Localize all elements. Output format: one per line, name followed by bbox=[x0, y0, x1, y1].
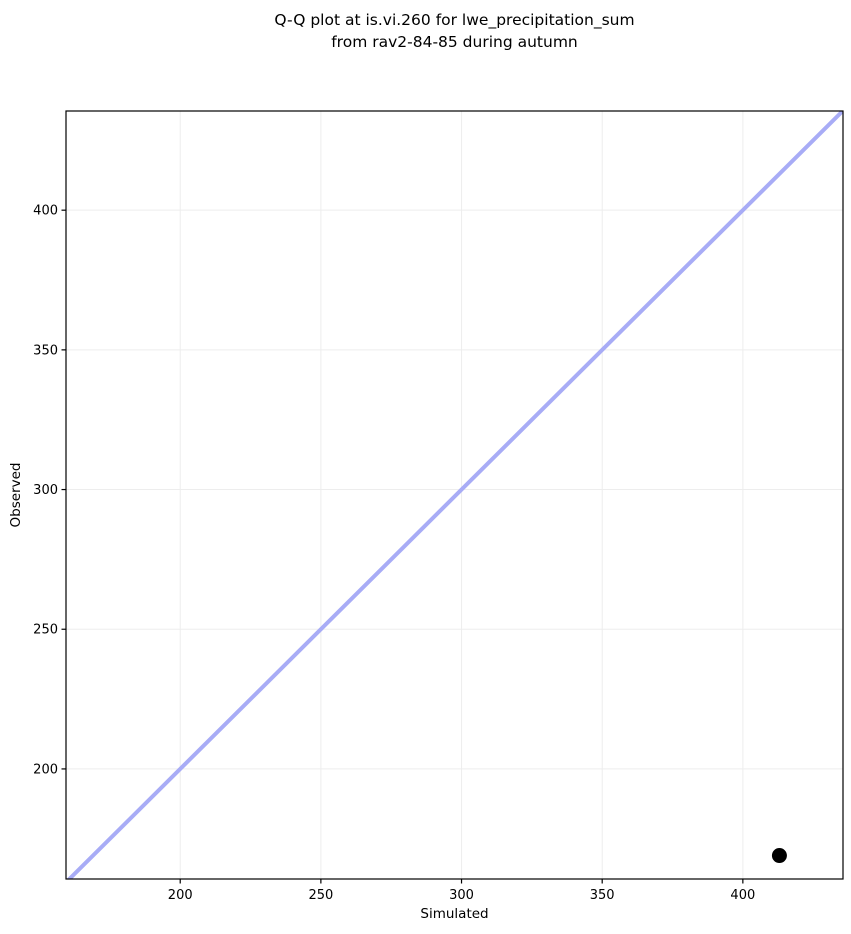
x-tick-label: 400 bbox=[730, 888, 755, 903]
identity-line bbox=[66, 111, 843, 879]
chart-title: Q-Q plot at is.vi.260 for lwe_precipitat… bbox=[66, 9, 843, 53]
x-axis-label: Simulated bbox=[420, 906, 489, 922]
x-tick-label: 300 bbox=[449, 888, 474, 903]
y-tick-label: 400 bbox=[33, 204, 58, 219]
x-tick-label: 200 bbox=[168, 888, 193, 903]
chart-title-line1: Q-Q plot at is.vi.260 for lwe_precipitat… bbox=[274, 11, 635, 29]
axes-spines bbox=[65, 110, 844, 880]
x-tick-label: 350 bbox=[590, 888, 615, 903]
y-axis-label: Observed bbox=[8, 462, 24, 528]
y-tick-label: 250 bbox=[33, 623, 58, 638]
data-point bbox=[771, 848, 787, 864]
y-tick-label: 350 bbox=[33, 343, 58, 358]
chart-title-line2: from rav2-84-85 during autumn bbox=[331, 33, 578, 51]
y-tick-label: 300 bbox=[33, 483, 58, 498]
y-tick-label: 200 bbox=[33, 762, 58, 777]
x-tick-label: 250 bbox=[308, 888, 333, 903]
